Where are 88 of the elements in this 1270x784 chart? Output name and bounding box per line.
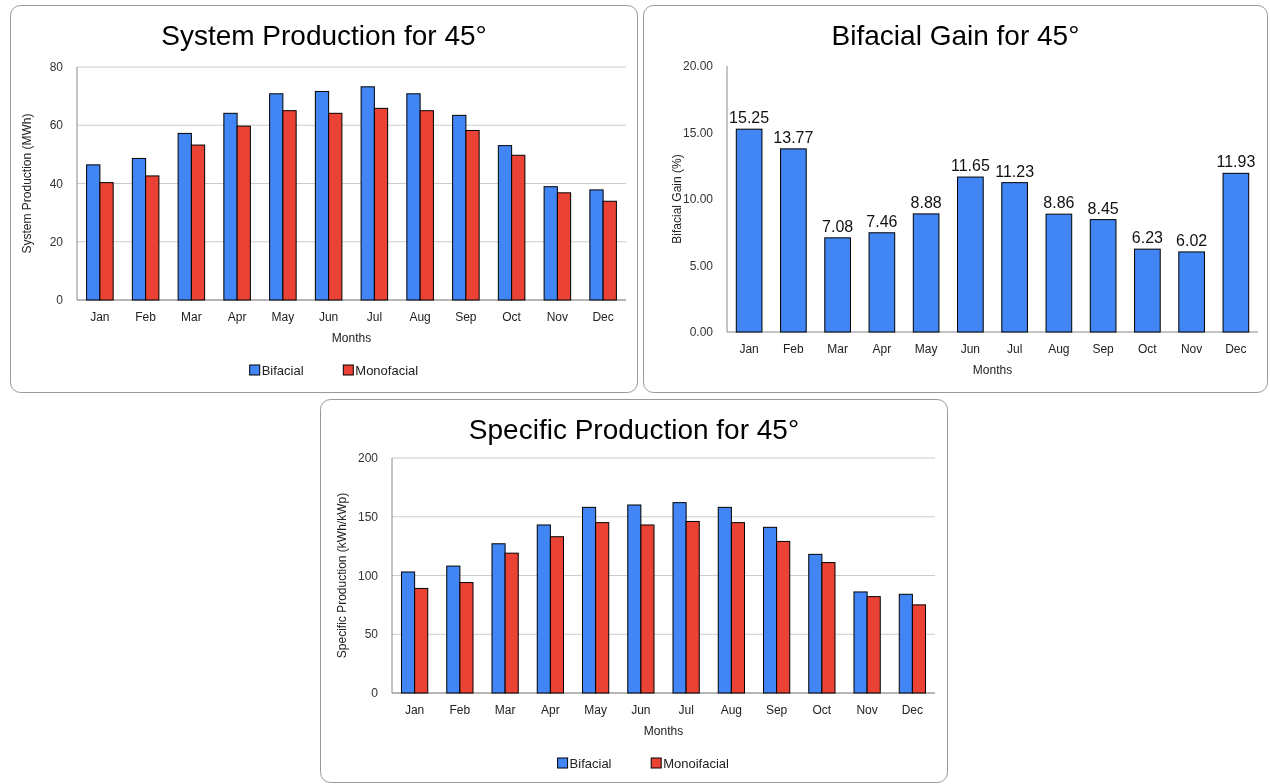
y-axis-title: System Production (MWh) bbox=[20, 113, 34, 254]
chart-title: System Production for 45° bbox=[161, 20, 487, 51]
data-label: 11.23 bbox=[995, 162, 1035, 180]
x-tick-label: Jul bbox=[1006, 342, 1023, 356]
x-axis-title: Months bbox=[972, 363, 1013, 377]
data-label: 11.65 bbox=[950, 157, 990, 175]
data-label: 7.46 bbox=[866, 212, 898, 230]
x-tick-label: Nov bbox=[856, 703, 878, 717]
data-label: 8.88 bbox=[910, 193, 942, 211]
data-label: 8.45 bbox=[1087, 199, 1119, 217]
bar bbox=[1222, 172, 1250, 333]
data-label: 6.23 bbox=[1131, 229, 1164, 247]
x-tick-label: Dec bbox=[1225, 342, 1247, 356]
x-tick-label: Apr bbox=[872, 342, 892, 356]
y-tick-label: 10.00 bbox=[682, 192, 714, 207]
bar bbox=[824, 237, 851, 333]
data-label: 7.08 bbox=[822, 217, 854, 235]
legend-label: Monofacial bbox=[355, 363, 419, 378]
bar bbox=[1089, 219, 1117, 333]
bar bbox=[868, 232, 896, 333]
y-tick-label: 20 bbox=[49, 234, 64, 249]
x-axis-title: Months bbox=[643, 724, 684, 738]
data-label: 13.77 bbox=[773, 128, 814, 146]
x-tick-label: May bbox=[584, 703, 607, 717]
x-tick-label: Sep bbox=[765, 703, 788, 717]
y-tick-label: 200 bbox=[357, 451, 379, 466]
data-label: 8.86 bbox=[1043, 194, 1075, 212]
x-tick-label: Nov bbox=[1180, 342, 1203, 356]
chart-title: Specific Production for 45° bbox=[468, 414, 800, 445]
legend-label: Bifacial bbox=[569, 756, 612, 771]
data-label: 6.02 bbox=[1176, 231, 1208, 249]
x-tick-label: Oct bbox=[812, 703, 832, 717]
x-tick-label: Aug bbox=[1048, 342, 1070, 356]
x-tick-label: Apr bbox=[541, 703, 560, 717]
x-tick-label: May bbox=[271, 310, 295, 324]
x-tick-label: Jul bbox=[678, 703, 694, 717]
x-tick-label: Sep bbox=[1092, 342, 1115, 356]
x-tick-label: Jun bbox=[318, 310, 339, 324]
x-tick-label: Oct bbox=[1138, 342, 1158, 356]
data-label: 11.93 bbox=[1216, 153, 1256, 171]
y-tick-label: 80 bbox=[49, 60, 64, 75]
x-tick-label: Aug bbox=[409, 310, 431, 324]
y-tick-label: 40 bbox=[49, 176, 64, 191]
x-tick-label: Jun bbox=[631, 703, 651, 717]
x-tick-label: Nov bbox=[546, 310, 569, 324]
bar bbox=[1134, 248, 1161, 333]
chart-title: Bifacial Gain for 45° bbox=[831, 20, 1080, 51]
y-tick-label: 100 bbox=[357, 568, 379, 583]
legend-label: Bifacial bbox=[261, 363, 304, 378]
x-tick-label: Sep bbox=[455, 310, 477, 324]
y-tick-label: 150 bbox=[357, 509, 379, 524]
x-axis-title: Months bbox=[331, 331, 372, 345]
x-tick-label: Oct bbox=[502, 310, 522, 324]
y-tick-label: 0 bbox=[56, 293, 64, 308]
bar bbox=[735, 128, 763, 333]
y-tick-label: 5.00 bbox=[689, 258, 714, 273]
x-tick-label: Feb bbox=[449, 703, 471, 717]
bar bbox=[780, 148, 807, 333]
x-tick-label: Dec bbox=[901, 703, 924, 717]
bar bbox=[957, 176, 984, 333]
bar bbox=[1178, 251, 1205, 333]
x-tick-label: Jul bbox=[366, 310, 383, 324]
x-tick-label: Mar bbox=[494, 703, 516, 717]
x-tick-label: Mar bbox=[181, 310, 202, 324]
data-label: 15.25 bbox=[729, 109, 770, 127]
bar bbox=[1045, 213, 1073, 333]
x-tick-label: Jan bbox=[90, 310, 110, 324]
bar bbox=[912, 213, 940, 333]
x-tick-label: Mar bbox=[827, 342, 848, 356]
y-tick-label: 15.00 bbox=[682, 125, 714, 140]
x-tick-label: Dec bbox=[592, 310, 614, 324]
bar bbox=[1001, 182, 1028, 333]
x-tick-label: Jan bbox=[739, 342, 759, 356]
x-tick-label: Apr bbox=[227, 310, 247, 324]
y-tick-label: 60 bbox=[49, 118, 64, 133]
legend-label: Monoifacial bbox=[663, 756, 730, 771]
y-tick-label: 0 bbox=[371, 686, 379, 701]
y-tick-label: 20.00 bbox=[682, 59, 714, 74]
x-tick-label: Jun bbox=[960, 342, 981, 356]
x-tick-label: Jan bbox=[404, 703, 425, 717]
y-axis-title: Specific Production (kWh/kWp) bbox=[335, 492, 349, 659]
y-tick-label: 0.00 bbox=[689, 325, 714, 340]
x-tick-label: Feb bbox=[135, 310, 157, 324]
y-axis-title: Bifacial Gain (%) bbox=[670, 154, 684, 244]
y-tick-label: 50 bbox=[364, 627, 379, 642]
x-tick-label: May bbox=[914, 342, 938, 356]
x-tick-label: Aug bbox=[720, 703, 743, 717]
x-tick-label: Feb bbox=[783, 342, 805, 356]
